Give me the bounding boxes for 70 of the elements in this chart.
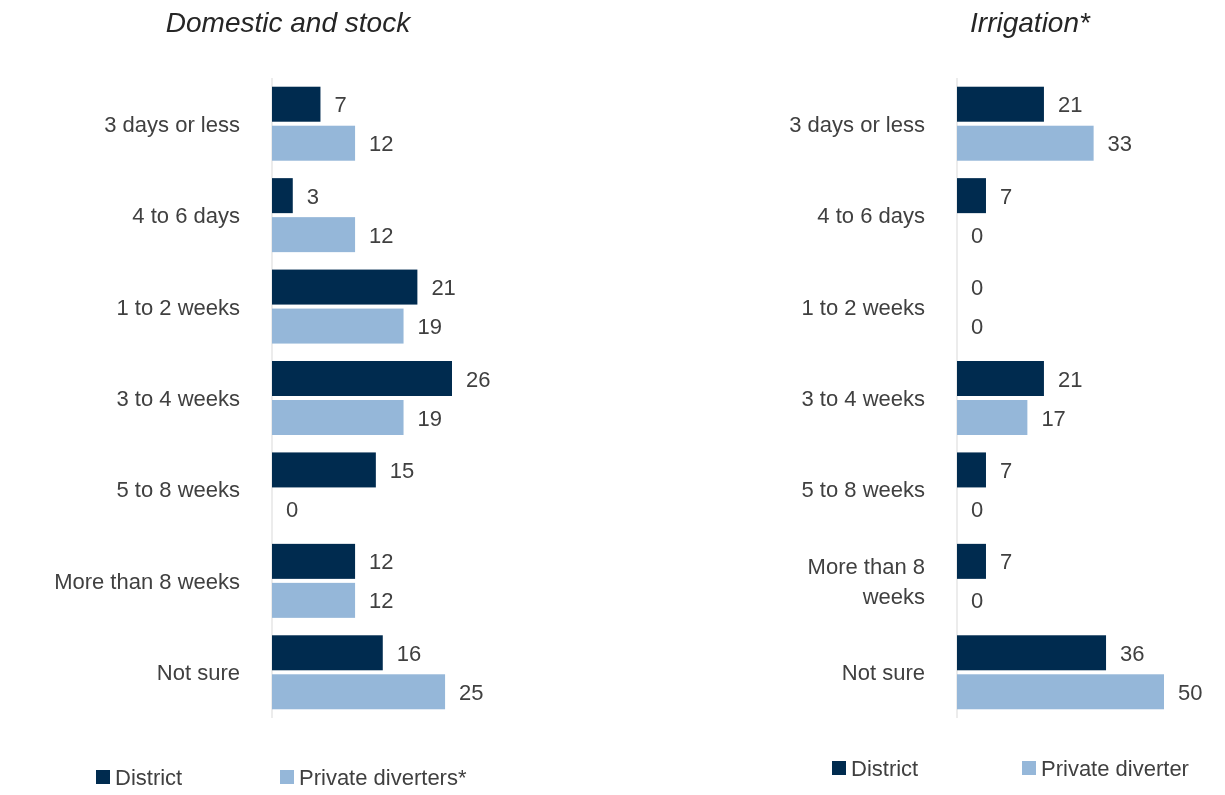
y-tick-label: 4 to 6 days	[817, 203, 925, 229]
data-label: 3	[306, 183, 320, 209]
data-label: 7	[999, 549, 1013, 575]
y-tick-label: 1 to 2 weeks	[801, 294, 925, 320]
bar	[272, 400, 404, 435]
bar	[272, 674, 446, 710]
bar	[957, 543, 986, 579]
bar	[272, 452, 376, 488]
bar	[957, 400, 1028, 435]
bar	[272, 308, 404, 344]
y-tick-label: Not sure	[841, 660, 925, 686]
y-tick-label: 5 to 8 weeks	[801, 477, 925, 503]
data-label: 25	[459, 679, 484, 705]
bar	[957, 635, 1107, 671]
data-label: 12	[369, 222, 394, 248]
bar	[272, 178, 293, 214]
data-label: 33	[1107, 131, 1133, 157]
data-label: 0	[971, 496, 984, 522]
bar	[957, 125, 1094, 161]
bar	[272, 635, 383, 671]
data-label: 21	[1057, 92, 1083, 118]
data-label: 12	[369, 588, 394, 614]
y-tick-label: More than 8 weeks	[807, 553, 925, 609]
bar	[272, 361, 452, 396]
y-tick-label: 4 to 6 days	[132, 203, 240, 229]
data-label: 17	[1041, 405, 1066, 431]
chart-title: Domestic and stock	[165, 7, 413, 38]
y-tick-label: 3 to 4 weeks	[801, 386, 925, 411]
data-label: 12	[369, 131, 394, 157]
data-label: 7	[999, 457, 1013, 483]
bar	[957, 674, 1164, 710]
data-label: 36	[1120, 640, 1145, 666]
data-label: 26	[466, 366, 491, 392]
legend-label: District	[115, 765, 183, 790]
data-label: 21	[431, 275, 456, 301]
bar	[957, 452, 986, 488]
data-label: 0	[286, 496, 299, 522]
bar	[272, 125, 356, 161]
data-label: 0	[971, 222, 984, 248]
chart-title: Irrigation*	[970, 7, 1092, 38]
data-label: 0	[971, 588, 984, 614]
y-tick-label: 3 to 4 weeks	[116, 386, 240, 411]
bar	[272, 217, 356, 253]
data-label: 16	[396, 640, 422, 666]
y-tick-label: 3 days or less	[104, 111, 240, 137]
bar	[957, 86, 1044, 122]
y-tick-label: More than 8 weeks	[54, 568, 240, 594]
legend-label: Private diverter	[1041, 756, 1189, 781]
data-label: 7	[334, 92, 347, 118]
data-label: 15	[389, 457, 415, 483]
legend-label: Private diverters*	[299, 765, 467, 790]
data-label: 19	[417, 405, 443, 431]
y-tick-label: 5 to 8 weeks	[116, 477, 240, 503]
data-label: 50	[1178, 679, 1203, 705]
bar	[272, 543, 356, 579]
bar	[957, 178, 986, 214]
bar	[957, 361, 1044, 396]
data-label: 19	[417, 314, 443, 340]
bar	[272, 582, 356, 618]
legend-label: District	[851, 756, 919, 781]
y-tick-label: Not sure	[156, 660, 240, 686]
data-label: 0	[971, 314, 984, 340]
bar	[272, 86, 321, 122]
y-tick-label: 1 to 2 weeks	[116, 294, 240, 320]
data-label: 0	[971, 275, 984, 301]
bar	[272, 269, 418, 305]
data-label: 12	[369, 549, 394, 575]
data-label: 7	[999, 183, 1013, 209]
data-label: 21	[1057, 366, 1083, 392]
y-tick-label: 3 days or less	[789, 111, 925, 137]
